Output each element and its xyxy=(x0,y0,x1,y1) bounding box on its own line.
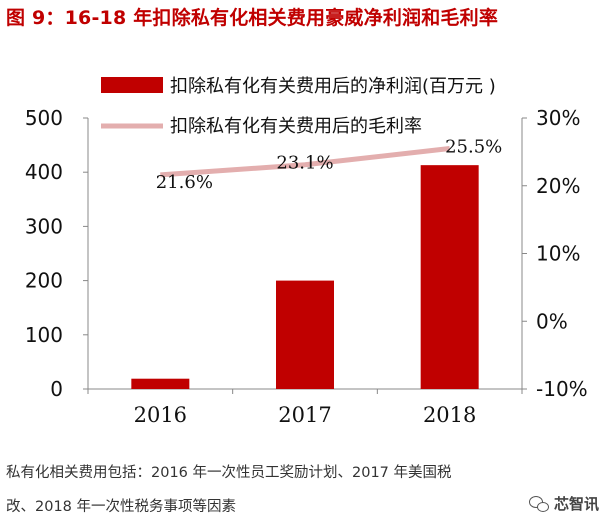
legend-line-label: 扣除私有化有关费用后的毛利率 xyxy=(170,116,422,137)
left-tick-label: 0 xyxy=(50,377,63,401)
x-tick-label: 2018 xyxy=(423,403,476,427)
legend: 扣除私有化有关费用后的净利润(百万元 ) 扣除私有化有关费用后的毛利率 xyxy=(101,76,496,137)
left-tick-label: 500 xyxy=(25,106,63,130)
legend-bar-swatch xyxy=(101,77,163,93)
data-labels: 21.6% 23.1% 25.5% xyxy=(156,136,503,192)
right-tick-label: 10% xyxy=(536,242,580,266)
left-tick-label: 400 xyxy=(25,160,63,184)
footnote-line-2: 改、2018 年一次性税务事项等因素 xyxy=(6,499,237,515)
right-tick-label: 20% xyxy=(536,174,580,198)
x-tick-label: 2016 xyxy=(134,403,187,427)
right-tick-label: 0% xyxy=(536,309,568,333)
line-series xyxy=(160,146,450,178)
watermark-text: 芯智讯 xyxy=(553,495,599,513)
bar-2018 xyxy=(420,165,479,389)
legend-bar-label: 扣除私有化有关费用后的净利润(百万元 ) xyxy=(170,76,496,97)
figure-title: 图 9：16-18 年扣除私有化相关费用豪威净利润和毛利率 xyxy=(6,7,499,29)
left-tick-label: 200 xyxy=(25,269,63,293)
wechat-icon xyxy=(528,495,549,512)
chart-axes: 0 100 200 300 400 500 -10% 0% 10% 20% 30% 2016 2017 2… xyxy=(25,106,588,427)
watermark: 芯智讯 xyxy=(528,493,599,514)
x-tick-label: 2017 xyxy=(278,403,331,427)
bar-2017 xyxy=(276,280,334,389)
data-label-2017: 23.1% xyxy=(276,153,333,174)
bar-series xyxy=(131,165,479,389)
bar-2016 xyxy=(131,378,190,389)
left-tick-label: 100 xyxy=(25,323,63,347)
right-tick-label: 30% xyxy=(536,106,580,130)
data-label-2018: 25.5% xyxy=(445,136,502,157)
data-label-2016: 21.6% xyxy=(156,172,213,193)
left-tick-label: 300 xyxy=(25,214,63,238)
right-tick-label: -10% xyxy=(536,377,588,401)
footnote-line-1: 私有化相关费用包括：2016 年一次性员工奖励计划、2017 年美国税 xyxy=(6,465,452,481)
gross-margin-line xyxy=(160,146,450,178)
